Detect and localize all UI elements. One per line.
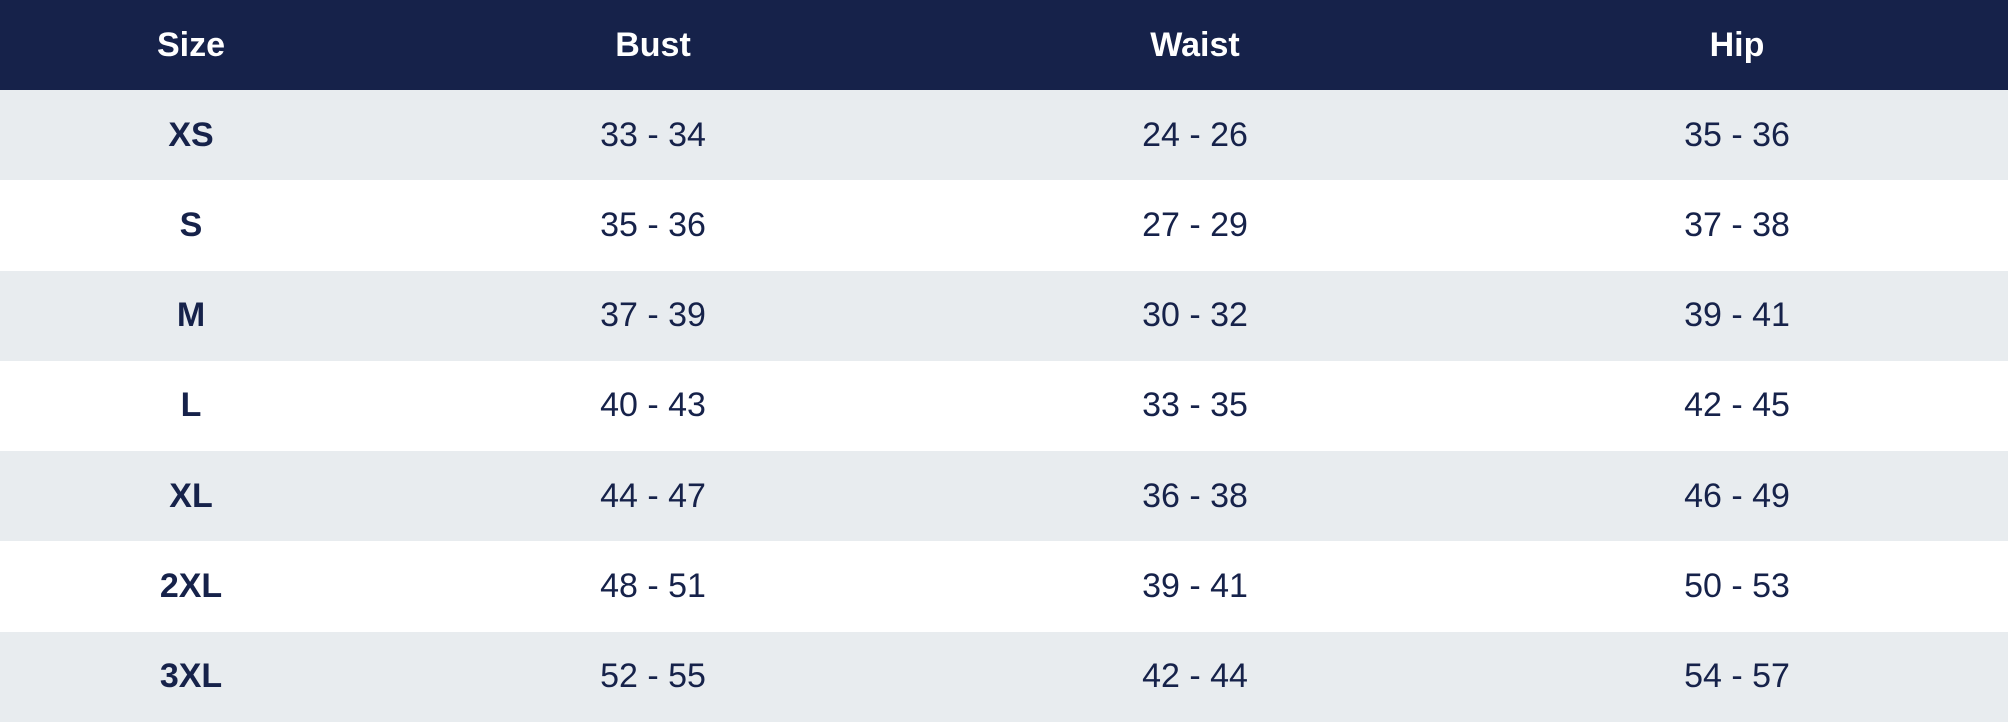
waist-cell: 27 - 29 — [1142, 205, 1248, 244]
waist-cell: 39 - 41 — [1142, 567, 1248, 606]
hip-cell: 39 - 41 — [1684, 296, 1790, 335]
size-cell: XS — [168, 115, 214, 154]
bust-cell: 40 - 43 — [600, 386, 706, 425]
size-cell: M — [176, 296, 206, 335]
bust-cell: 37 - 39 — [600, 296, 706, 335]
hip-cell: 54 - 57 — [1684, 657, 1790, 696]
table-row: M 37 - 39 30 - 32 39 - 41 — [0, 270, 2008, 361]
table-row: XL 44 - 47 36 - 38 46 - 49 — [0, 451, 2008, 542]
bust-cell: 48 - 51 — [600, 567, 706, 606]
header-size: Size — [156, 25, 226, 64]
size-cell: S — [179, 205, 203, 244]
waist-cell: 24 - 26 — [1142, 115, 1248, 154]
waist-cell: 30 - 32 — [1142, 296, 1248, 335]
header-hip: Hip — [1709, 25, 1765, 64]
table-row: S 35 - 36 27 - 29 37 - 38 — [0, 180, 2008, 271]
hip-cell: 46 - 49 — [1684, 476, 1790, 515]
size-cell: L — [180, 386, 202, 425]
hip-cell: 37 - 38 — [1684, 205, 1790, 244]
header-waist: Waist — [1150, 25, 1240, 64]
table-body: XS 33 - 34 24 - 26 35 - 36 S 35 - 36 27 … — [0, 90, 2008, 722]
bust-cell: 35 - 36 — [600, 205, 706, 244]
table-row: L 40 - 43 33 - 35 42 - 45 — [0, 360, 2008, 452]
waist-cell: 42 - 44 — [1142, 657, 1248, 696]
size-cell: XL — [169, 476, 213, 515]
header-bust: Bust — [615, 25, 691, 64]
bust-cell: 33 - 34 — [600, 115, 706, 154]
waist-cell: 36 - 38 — [1142, 476, 1248, 515]
size-cell: 3XL — [159, 657, 223, 696]
hip-cell: 42 - 45 — [1684, 386, 1790, 425]
bust-cell: 44 - 47 — [600, 476, 706, 515]
table-row: 3XL 52 - 55 42 - 44 54 - 57 — [0, 631, 2008, 722]
table-row: 2XL 48 - 51 39 - 41 50 - 53 — [0, 541, 2008, 632]
size-cell: 2XL — [159, 567, 223, 606]
waist-cell: 33 - 35 — [1142, 386, 1248, 425]
hip-cell: 50 - 53 — [1684, 567, 1790, 606]
hip-cell: 35 - 36 — [1684, 115, 1790, 154]
table-row: XS 33 - 34 24 - 26 35 - 36 — [0, 90, 2008, 181]
header-row: Size Bust Waist Hip — [0, 0, 2008, 90]
bust-cell: 52 - 55 — [600, 657, 706, 696]
table-header: Size Bust Waist Hip — [0, 0, 2008, 90]
